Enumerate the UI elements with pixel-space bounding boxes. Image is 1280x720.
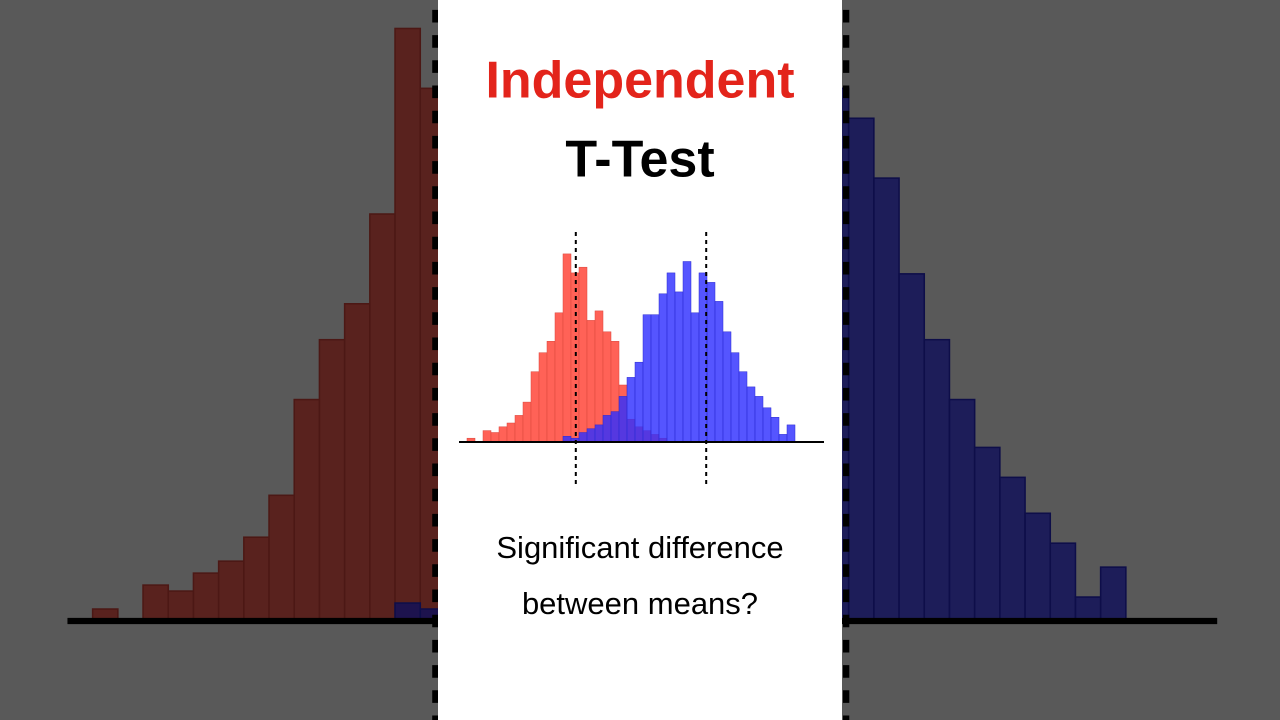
histogram-bar xyxy=(658,293,668,443)
histogram-bar xyxy=(770,417,780,443)
histogram-bar xyxy=(562,253,572,443)
histogram-bar xyxy=(586,428,596,443)
histogram-bar xyxy=(738,371,748,443)
histogram-bar xyxy=(602,415,612,443)
histogram-bar xyxy=(610,411,620,443)
histogram-bar xyxy=(778,434,788,443)
histogram-bar xyxy=(594,424,604,443)
histogram-bar xyxy=(578,432,588,443)
histogram-bar xyxy=(594,310,604,443)
histogram-bar xyxy=(530,371,540,443)
histogram-bar xyxy=(554,312,564,443)
histogram-bar xyxy=(786,424,796,443)
histogram-bar xyxy=(690,312,700,443)
annotation: between means? xyxy=(522,586,758,621)
histogram-bar xyxy=(618,396,628,443)
histogram-bar xyxy=(482,430,492,443)
histogram-bar xyxy=(730,352,740,443)
histogram-bar xyxy=(650,314,660,443)
histogram-bar xyxy=(586,320,596,443)
histogram-bar xyxy=(506,422,516,443)
chart-title: Independent xyxy=(485,52,794,110)
histogram-bar xyxy=(498,426,508,443)
chart-subtitle: T-Test xyxy=(565,131,714,189)
center-panel xyxy=(438,0,842,720)
annotation: Significant difference xyxy=(496,530,783,565)
histogram-bar xyxy=(722,331,732,443)
histogram-bar xyxy=(522,401,532,443)
histogram-bar xyxy=(706,282,716,443)
histogram-bar xyxy=(546,341,556,443)
histogram-bar xyxy=(626,377,636,443)
histogram-bar xyxy=(674,291,684,443)
histogram-bar xyxy=(746,386,756,443)
histogram-bar xyxy=(490,432,500,443)
histogram-bar xyxy=(714,301,724,443)
histogram-bar xyxy=(666,272,676,443)
histogram-bar xyxy=(754,396,764,443)
histogram-bar xyxy=(682,261,692,443)
histogram-bar xyxy=(762,407,772,443)
histogram-bar xyxy=(538,352,548,443)
chart xyxy=(459,232,824,487)
histogram-bar xyxy=(514,415,524,443)
histogram-bar xyxy=(642,314,652,443)
histogram-bar xyxy=(578,266,588,443)
histogram-bar xyxy=(634,361,644,443)
